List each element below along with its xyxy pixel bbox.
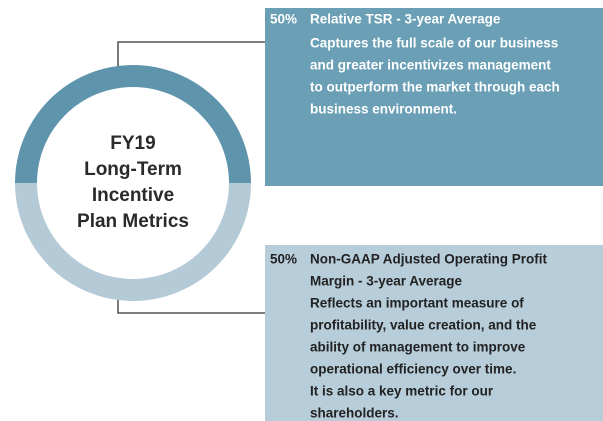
metric-description: Reflects an important measure of [310,296,524,311]
metric-description: profitability, value creation, and the [310,318,537,333]
donut-segment [15,65,251,183]
metric-title: Non-GAAP Adjusted Operating Profit [310,252,548,267]
metric-description: It is also a key metric for our [310,384,494,399]
center-label: Plan Metrics [77,211,189,232]
percent-label: 50% [270,12,297,27]
center-label: FY19 [110,133,155,154]
center-label: Long-Term [84,159,182,180]
metric-description: and greater incentivizes management [310,58,551,73]
metric-title: Margin - 3-year Average [310,274,463,289]
metric-title: Relative TSR - 3-year Average [310,12,501,27]
metric-description: to outperform the market through each [310,80,560,95]
center-label: Incentive [92,185,174,206]
metric-description: ability of management to improve [310,340,526,355]
metric-description: business environment. [310,102,457,117]
donut-segment [15,183,251,301]
metric-description: Captures the full scale of our business [310,36,558,51]
metric-description: operational efficiency over time. [310,362,516,377]
metric-description: shareholders. [310,406,399,421]
top-callout-line [117,41,265,72]
bottom-box [265,245,603,421]
percent-label: 50% [270,252,297,267]
top-box [265,8,603,186]
